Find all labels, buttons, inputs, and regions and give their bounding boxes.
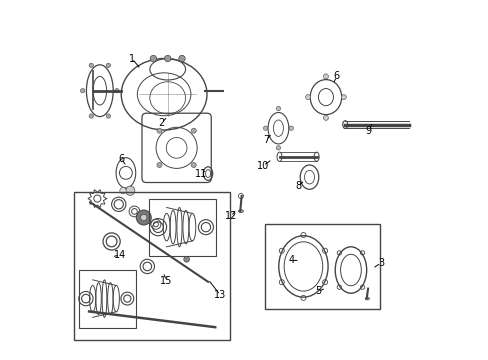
Circle shape [157, 128, 162, 133]
Circle shape [276, 107, 280, 111]
Circle shape [120, 188, 126, 194]
Circle shape [191, 162, 196, 167]
Circle shape [81, 89, 84, 93]
Ellipse shape [238, 210, 243, 212]
Circle shape [179, 55, 185, 62]
Text: 9: 9 [365, 126, 371, 136]
Bar [264, 224, 380, 309]
Circle shape [157, 162, 162, 167]
Circle shape [341, 95, 346, 100]
Circle shape [305, 95, 310, 100]
Text: 13: 13 [214, 290, 226, 300]
Circle shape [288, 126, 293, 130]
Circle shape [263, 126, 267, 130]
Text: 15: 15 [160, 276, 172, 286]
Text: 6: 6 [333, 71, 339, 81]
Text: 5: 5 [315, 287, 321, 296]
Text: 12: 12 [224, 211, 237, 221]
Circle shape [140, 214, 147, 221]
Circle shape [115, 89, 119, 93]
Bar [74, 192, 230, 340]
Circle shape [106, 63, 110, 67]
Text: 11: 11 [194, 168, 206, 179]
Circle shape [183, 256, 189, 262]
Text: 10: 10 [256, 161, 269, 171]
Circle shape [276, 146, 280, 150]
Text: 4: 4 [288, 255, 294, 265]
Text: 7: 7 [262, 135, 268, 145]
Circle shape [136, 210, 151, 225]
Text: 3: 3 [377, 258, 383, 268]
Circle shape [89, 63, 93, 67]
Circle shape [323, 115, 328, 120]
Text: 2: 2 [158, 118, 164, 128]
Circle shape [150, 55, 156, 62]
Text: 1: 1 [129, 54, 135, 64]
Circle shape [191, 128, 196, 133]
Circle shape [164, 55, 171, 62]
Circle shape [125, 186, 135, 195]
Circle shape [106, 114, 110, 118]
Ellipse shape [365, 297, 369, 300]
Text: 14: 14 [114, 250, 126, 260]
Circle shape [89, 114, 93, 118]
Circle shape [323, 74, 328, 79]
Bar [148, 199, 216, 256]
Text: 8: 8 [295, 181, 301, 192]
Bar [80, 270, 136, 328]
Text: 6: 6 [118, 154, 124, 163]
